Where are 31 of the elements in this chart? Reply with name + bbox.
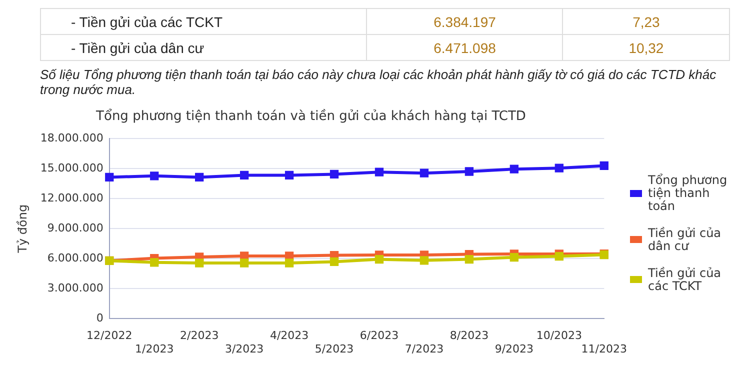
legend-label: Tiền gửi của dân cư (648, 226, 722, 252)
text: - Tiền gửi của dân cư (40, 34, 367, 60)
x-tick-label: 7/2023 (404, 342, 444, 356)
text: Số liệu Tổng phương tiện thanh toán tại báo cáo này chưa loại các khoản phát hành giấy tờ có giá do các TCTD khác trong nước mua. (40, 67, 718, 97)
x-tick-label: 4/2023 (270, 329, 309, 342)
x-tick-label: 12/2022 (86, 329, 132, 342)
y-tick-label: 12.000.000 (40, 191, 104, 204)
y-tick-label: 9.000.000 (47, 221, 104, 234)
text: 6.384.197 (366, 8, 563, 34)
x-tick-label: 6/2023 (360, 329, 399, 342)
legend-label: Tổng phương tiện thanh toán (648, 172, 728, 212)
x-tick-label: 5/2023 (314, 342, 354, 356)
x-tick-label: 9/2023 (494, 342, 534, 356)
text: - Tiền gửi của các TCKT (40, 8, 367, 34)
y-axis-title: Tỷ đồng (15, 204, 30, 254)
x-tick-label: 1/2023 (135, 342, 174, 356)
y-tick-label: 6.000.000 (47, 251, 104, 264)
chart-title: Tổng phương tiện thanh toán và tiền gửi của khách hàng tại TCTD (95, 108, 526, 124)
text: 10,32 (562, 34, 730, 60)
x-tick-label: 2/2023 (180, 329, 219, 342)
x-tick-label: 11/2023 (581, 342, 628, 356)
x-tick-label: 10/2023 (536, 329, 582, 342)
y-tick-label: 18.000.000 (40, 131, 104, 144)
text: 7,23 (562, 8, 730, 34)
x-tick-label: 3/2023 (224, 342, 264, 356)
x-tick-label: 8/2023 (450, 329, 489, 342)
y-tick-label: 15.000.000 (40, 161, 104, 174)
y-tick-label: 3.000.000 (47, 281, 104, 294)
text: 6.471.098 (366, 34, 563, 60)
legend-label: Tiền gửi của các TCKT (648, 266, 722, 292)
y-tick-label: 0 (96, 311, 104, 324)
